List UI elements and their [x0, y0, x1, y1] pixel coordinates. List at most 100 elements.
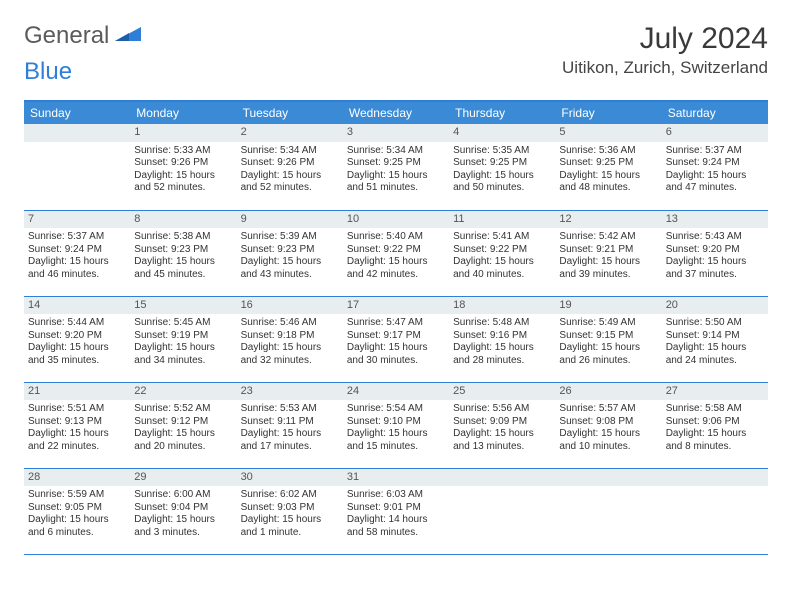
- sunset: Sunset: 9:11 PM: [241, 416, 339, 429]
- dayname: Friday: [555, 101, 661, 124]
- calendar-row: 1 Sunrise: 5:33 AMSunset: 9:26 PMDaylight…: [24, 124, 768, 210]
- sunset: Sunset: 9:22 PM: [453, 244, 551, 257]
- sunrise: Sunrise: 6:02 AM: [241, 489, 339, 502]
- calendar-cell: 3Sunrise: 5:34 AMSunset: 9:25 PMDaylight…: [343, 124, 449, 210]
- dayname: Tuesday: [237, 101, 343, 124]
- calendar-cell: 1 Sunrise: 5:33 AMSunset: 9:26 PMDaylight…: [130, 124, 236, 210]
- day-body: Sunrise: 5:53 AMSunset: 9:11 PMDaylight:…: [237, 402, 343, 455]
- day-number: 5: [555, 124, 661, 142]
- calendar-cell: 5 Sunrise: 5:36 AMSunset: 9:25 PMDaylight…: [555, 124, 661, 210]
- location: Uitikon, Zurich, Switzerland: [562, 58, 768, 78]
- daylight: Daylight: 15 hours and 24 minutes.: [666, 342, 764, 367]
- sunset: Sunset: 9:17 PM: [347, 330, 445, 343]
- calendar-cell: 27Sunrise: 5:58 AMSunset: 9:06 PMDayligh…: [662, 382, 768, 468]
- calendar-cell: 30Sunrise: 6:02 AMSunset: 9:03 PMDayligh…: [237, 468, 343, 554]
- day-body: Sunrise: 5:38 AMSunset: 9:23 PMDaylight:…: [130, 230, 236, 283]
- day-number: 31: [343, 469, 449, 487]
- day-number: 15: [130, 297, 236, 315]
- sunset: Sunset: 9:05 PM: [28, 502, 126, 515]
- day-body: Sunrise: 5:36 AMSunset: 9:25 PMDaylight:…: [555, 144, 661, 197]
- sunset: Sunset: 9:13 PM: [28, 416, 126, 429]
- sunrise: Sunrise: 5:39 AM: [241, 231, 339, 244]
- day-number: 1: [130, 124, 236, 142]
- sunset: Sunset: 9:08 PM: [559, 416, 657, 429]
- sunset: Sunset: 9:26 PM: [134, 157, 232, 170]
- calendar-cell: 18Sunrise: 5:48 AMSunset: 9:16 PMDayligh…: [449, 296, 555, 382]
- calendar-cell: [24, 124, 130, 210]
- calendar-cell: 19Sunrise: 5:49 AMSunset: 9:15 PMDayligh…: [555, 296, 661, 382]
- daylight: Daylight: 15 hours and 50 minutes.: [453, 170, 551, 195]
- dayname: Thursday: [449, 101, 555, 124]
- daylight: Daylight: 15 hours and 10 minutes.: [559, 428, 657, 453]
- day-number: 23: [237, 383, 343, 401]
- day-number-blank: [24, 124, 130, 142]
- calendar-cell: 22Sunrise: 5:52 AMSunset: 9:12 PMDayligh…: [130, 382, 236, 468]
- day-number: 20: [662, 297, 768, 315]
- calendar-cell: 28Sunrise: 5:59 AMSunset: 9:05 PMDayligh…: [24, 468, 130, 554]
- sunset: Sunset: 9:24 PM: [28, 244, 126, 257]
- calendar-cell: 24Sunrise: 5:54 AMSunset: 9:10 PMDayligh…: [343, 382, 449, 468]
- day-body: Sunrise: 5:33 AMSunset: 9:26 PMDaylight:…: [130, 144, 236, 197]
- day-number: 19: [555, 297, 661, 315]
- daylight: Daylight: 15 hours and 48 minutes.: [559, 170, 657, 195]
- sunrise: Sunrise: 5:36 AM: [559, 145, 657, 158]
- sunrise: Sunrise: 5:49 AM: [559, 317, 657, 330]
- dayname: Saturday: [662, 101, 768, 124]
- daylight: Daylight: 15 hours and 42 minutes.: [347, 256, 445, 281]
- sunrise: Sunrise: 5:47 AM: [347, 317, 445, 330]
- calendar-cell: 16Sunrise: 5:46 AMSunset: 9:18 PMDayligh…: [237, 296, 343, 382]
- calendar-cell: [662, 468, 768, 554]
- sunrise: Sunrise: 6:03 AM: [347, 489, 445, 502]
- day-body: Sunrise: 5:42 AMSunset: 9:21 PMDaylight:…: [555, 230, 661, 283]
- day-number: 12: [555, 211, 661, 229]
- day-number: 14: [24, 297, 130, 315]
- day-body: Sunrise: 6:00 AMSunset: 9:04 PMDaylight:…: [130, 488, 236, 541]
- calendar-cell: 20Sunrise: 5:50 AMSunset: 9:14 PMDayligh…: [662, 296, 768, 382]
- day-body: Sunrise: 5:43 AMSunset: 9:20 PMDaylight:…: [662, 230, 768, 283]
- sunset: Sunset: 9:16 PM: [453, 330, 551, 343]
- sunrise: Sunrise: 5:52 AM: [134, 403, 232, 416]
- sunrise: Sunrise: 5:54 AM: [347, 403, 445, 416]
- daylight: Daylight: 15 hours and 47 minutes.: [666, 170, 764, 195]
- sunrise: Sunrise: 5:34 AM: [347, 145, 445, 158]
- daylight: Daylight: 15 hours and 3 minutes.: [134, 514, 232, 539]
- daylight: Daylight: 15 hours and 6 minutes.: [28, 514, 126, 539]
- sunset: Sunset: 9:24 PM: [666, 157, 764, 170]
- sunset: Sunset: 9:18 PM: [241, 330, 339, 343]
- day-body: Sunrise: 5:50 AMSunset: 9:14 PMDaylight:…: [662, 316, 768, 369]
- sunrise: Sunrise: 5:51 AM: [28, 403, 126, 416]
- calendar-cell: 21Sunrise: 5:51 AMSunset: 9:13 PMDayligh…: [24, 382, 130, 468]
- calendar-cell: 10Sunrise: 5:40 AMSunset: 9:22 PMDayligh…: [343, 210, 449, 296]
- sunrise: Sunrise: 5:34 AM: [241, 145, 339, 158]
- day-number-blank: [555, 469, 661, 487]
- day-number: 7: [24, 211, 130, 229]
- sunset: Sunset: 9:04 PM: [134, 502, 232, 515]
- logo-text-1: General: [24, 22, 109, 50]
- day-body: Sunrise: 5:40 AMSunset: 9:22 PMDaylight:…: [343, 230, 449, 283]
- dayname: Monday: [130, 101, 236, 124]
- day-number: 17: [343, 297, 449, 315]
- sunrise: Sunrise: 5:42 AM: [559, 231, 657, 244]
- calendar-cell: [555, 468, 661, 554]
- day-body: Sunrise: 5:34 AMSunset: 9:25 PMDaylight:…: [343, 144, 449, 197]
- day-body: Sunrise: 5:47 AMSunset: 9:17 PMDaylight:…: [343, 316, 449, 369]
- day-number: 6: [662, 124, 768, 142]
- day-number: 18: [449, 297, 555, 315]
- day-number: 29: [130, 469, 236, 487]
- daylight: Daylight: 15 hours and 52 minutes.: [134, 170, 232, 195]
- day-body: Sunrise: 5:41 AMSunset: 9:22 PMDaylight:…: [449, 230, 555, 283]
- daylight: Daylight: 15 hours and 1 minute.: [241, 514, 339, 539]
- day-body: Sunrise: 5:52 AMSunset: 9:12 PMDaylight:…: [130, 402, 236, 455]
- sunset: Sunset: 9:14 PM: [666, 330, 764, 343]
- sunset: Sunset: 9:06 PM: [666, 416, 764, 429]
- dayname: Wednesday: [343, 101, 449, 124]
- calendar-cell: 26Sunrise: 5:57 AMSunset: 9:08 PMDayligh…: [555, 382, 661, 468]
- calendar-cell: 2Sunrise: 5:34 AMSunset: 9:26 PMDaylight…: [237, 124, 343, 210]
- daylight: Daylight: 15 hours and 40 minutes.: [453, 256, 551, 281]
- sunset: Sunset: 9:12 PM: [134, 416, 232, 429]
- daylight: Daylight: 15 hours and 35 minutes.: [28, 342, 126, 367]
- calendar-row: 28Sunrise: 5:59 AMSunset: 9:05 PMDayligh…: [24, 468, 768, 554]
- day-body: Sunrise: 5:59 AMSunset: 9:05 PMDaylight:…: [24, 488, 130, 541]
- calendar-table: Sunday Monday Tuesday Wednesday Thursday…: [24, 100, 768, 555]
- calendar-cell: 31Sunrise: 6:03 AMSunset: 9:01 PMDayligh…: [343, 468, 449, 554]
